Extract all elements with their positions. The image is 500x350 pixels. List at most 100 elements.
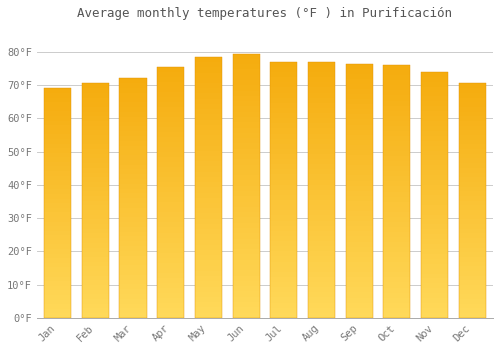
Bar bbox=[421, 210, 448, 215]
Bar bbox=[232, 54, 260, 59]
Bar bbox=[308, 185, 335, 190]
Bar bbox=[157, 97, 184, 102]
Bar bbox=[82, 271, 109, 276]
Bar bbox=[384, 267, 410, 272]
Bar bbox=[384, 121, 410, 126]
Bar bbox=[82, 280, 109, 285]
Bar bbox=[120, 160, 146, 164]
Bar bbox=[44, 144, 71, 148]
Bar bbox=[232, 260, 260, 265]
Bar bbox=[44, 226, 71, 231]
Bar bbox=[421, 269, 448, 274]
Bar bbox=[270, 272, 297, 277]
Bar bbox=[157, 313, 184, 318]
Bar bbox=[346, 140, 373, 145]
Bar bbox=[384, 70, 410, 75]
Bar bbox=[421, 205, 448, 210]
Bar bbox=[44, 272, 71, 276]
Bar bbox=[232, 75, 260, 80]
Bar bbox=[44, 208, 71, 212]
Bar bbox=[421, 72, 448, 318]
Bar bbox=[421, 116, 448, 121]
Bar bbox=[421, 293, 448, 298]
Bar bbox=[270, 205, 297, 210]
Bar bbox=[346, 272, 373, 277]
Bar bbox=[232, 144, 260, 149]
Bar bbox=[232, 85, 260, 91]
Bar bbox=[384, 232, 410, 237]
Bar bbox=[421, 102, 448, 106]
Bar bbox=[120, 146, 146, 150]
Bar bbox=[157, 102, 184, 107]
Bar bbox=[308, 113, 335, 118]
Bar bbox=[346, 130, 373, 135]
Bar bbox=[346, 277, 373, 282]
Bar bbox=[270, 220, 297, 226]
Bar bbox=[384, 247, 410, 252]
Bar bbox=[384, 252, 410, 257]
Bar bbox=[195, 93, 222, 99]
Bar bbox=[384, 171, 410, 176]
Bar bbox=[270, 282, 297, 287]
Bar bbox=[421, 259, 448, 264]
Bar bbox=[270, 92, 297, 98]
Bar bbox=[458, 229, 486, 233]
Bar bbox=[458, 290, 486, 294]
Bar bbox=[458, 154, 486, 159]
Bar bbox=[384, 303, 410, 308]
Bar bbox=[157, 247, 184, 253]
Bar bbox=[120, 260, 146, 265]
Bar bbox=[346, 262, 373, 267]
Bar bbox=[157, 172, 184, 177]
Bar bbox=[346, 206, 373, 211]
Bar bbox=[384, 111, 410, 116]
Bar bbox=[157, 212, 184, 217]
Bar bbox=[384, 308, 410, 313]
Bar bbox=[458, 299, 486, 304]
Bar bbox=[195, 239, 222, 245]
Bar bbox=[195, 271, 222, 276]
Bar bbox=[195, 67, 222, 72]
Bar bbox=[270, 154, 297, 159]
Bar bbox=[195, 135, 222, 140]
Bar bbox=[458, 266, 486, 271]
Bar bbox=[308, 164, 335, 169]
Bar bbox=[157, 283, 184, 288]
Bar bbox=[270, 287, 297, 292]
Bar bbox=[384, 65, 410, 318]
Bar bbox=[458, 173, 486, 177]
Bar bbox=[120, 280, 146, 284]
Bar bbox=[82, 154, 109, 159]
Bar bbox=[232, 59, 260, 64]
Bar bbox=[44, 203, 71, 208]
Bar bbox=[157, 117, 184, 122]
Bar bbox=[82, 145, 109, 149]
Bar bbox=[346, 221, 373, 226]
Bar bbox=[232, 191, 260, 196]
Bar bbox=[308, 205, 335, 210]
Bar bbox=[44, 107, 71, 111]
Bar bbox=[270, 103, 297, 108]
Bar bbox=[44, 93, 71, 98]
Bar bbox=[270, 261, 297, 267]
Bar bbox=[232, 96, 260, 101]
Bar bbox=[270, 298, 297, 302]
Bar bbox=[120, 107, 146, 112]
Bar bbox=[195, 156, 222, 161]
Bar bbox=[384, 282, 410, 288]
Bar bbox=[421, 91, 448, 97]
Bar bbox=[308, 236, 335, 241]
Bar bbox=[44, 89, 71, 318]
Bar bbox=[384, 237, 410, 242]
Bar bbox=[195, 281, 222, 287]
Bar bbox=[270, 195, 297, 200]
Bar bbox=[195, 83, 222, 88]
Bar bbox=[195, 125, 222, 130]
Bar bbox=[232, 249, 260, 254]
Bar bbox=[308, 118, 335, 123]
Bar bbox=[308, 251, 335, 257]
Bar bbox=[270, 164, 297, 169]
Bar bbox=[82, 130, 109, 135]
Bar bbox=[232, 297, 260, 302]
Bar bbox=[458, 135, 486, 140]
